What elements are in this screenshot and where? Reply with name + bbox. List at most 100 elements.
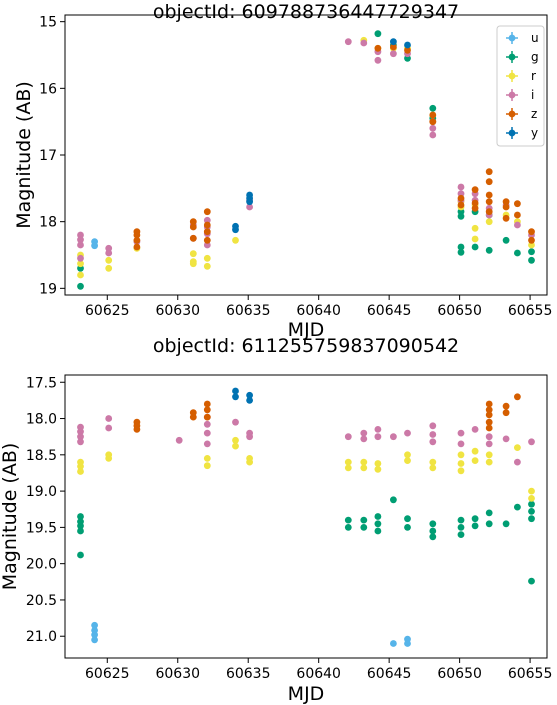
chart-1-point-r-19 (429, 458, 437, 466)
chart-1-point-i-2 (77, 433, 84, 441)
chart-1-point-z-9 (485, 406, 493, 414)
chart-1-point-g-9 (374, 513, 382, 520)
chart-1-point-g-13 (404, 515, 411, 523)
chart-0-xtick-label-0: 60625 (85, 303, 130, 319)
chart-0-legend-marker-r (508, 72, 516, 80)
chart-1-ytick-label-1: 18.0 (26, 412, 57, 428)
chart-0-point-z-25 (485, 208, 493, 216)
chart-1-point-g-4 (77, 551, 84, 559)
chart-1-point-z-6 (203, 406, 211, 414)
chart-0-point-g-17 (528, 248, 535, 256)
chart-0-point-r-10 (203, 262, 211, 270)
chart-1-xtick-label-6: 60655 (508, 666, 553, 682)
chart-1-point-i-11 (232, 418, 239, 426)
chart-1-point-g-16 (429, 527, 437, 535)
chart-1-xtick-label-0: 60625 (85, 666, 130, 682)
chart-0-point-g-14 (485, 246, 493, 254)
chart-1-point-g-19 (457, 524, 465, 531)
chart-1-point-i-20 (404, 429, 411, 437)
chart-1-point-r-27 (485, 458, 493, 466)
chart-0-point-z-29 (514, 200, 521, 208)
chart-1-point-g-15 (429, 520, 437, 528)
chart-0-point-r-26 (528, 241, 535, 249)
chart-1-point-u-6 (404, 640, 411, 647)
chart-0-point-i-0 (77, 231, 84, 239)
chart-1-xtick-label-1: 60630 (155, 666, 200, 682)
chart-1-point-g-22 (471, 522, 479, 530)
chart-0-point-u-1 (91, 242, 98, 250)
chart-1-point-r-8 (232, 442, 239, 450)
chart-0-legend-marker-g (508, 53, 516, 61)
chart-0-ytick-label-0: 15 (39, 15, 57, 31)
chart-0-point-z-12 (390, 43, 397, 51)
chart-1-point-r-30 (528, 495, 535, 502)
chart-0-legend-marker-y (508, 129, 516, 137)
chart-1-point-g-23 (485, 509, 493, 517)
chart-1-point-g-27 (528, 500, 535, 508)
chart-1-point-r-15 (374, 460, 382, 467)
chart-0-xtick-label-6: 60655 (508, 303, 553, 319)
chart-1-point-r-18 (404, 457, 411, 464)
chart-1-point-z-4 (189, 413, 197, 421)
chart-0-point-y-4 (246, 198, 254, 206)
chart-0-ylabel: Magnitude (AB) (13, 81, 35, 229)
chart-1-point-i-26 (471, 426, 479, 433)
chart-0-point-i-14 (246, 203, 254, 211)
chart-0-point-z-7 (203, 208, 211, 216)
chart-0-point-g-2 (374, 30, 382, 38)
chart-1-point-i-13 (246, 433, 254, 441)
chart-0-point-z-27 (502, 203, 510, 211)
chart-0-point-r-4 (105, 264, 113, 272)
chart-1-point-r-11 (344, 458, 352, 466)
chart-0-point-z-4 (189, 218, 197, 226)
chart-0-point-z-6 (189, 234, 197, 242)
chart-1-point-i-30 (514, 458, 521, 466)
chart-0-point-z-20 (471, 204, 479, 212)
chart-0-point-g-5 (429, 104, 437, 112)
chart-0-legend-marker-i (508, 91, 516, 99)
chart-0-point-y-6 (404, 41, 411, 49)
chart-1-point-z-5 (203, 400, 211, 408)
chart-1-point-i-25 (457, 440, 465, 448)
chart-1-point-g-10 (374, 520, 382, 528)
chart-1-ytick-label-0: 17.5 (26, 375, 57, 391)
chart-0-point-g-0 (77, 282, 84, 290)
chart-1-point-r-29 (528, 487, 535, 495)
chart-1-point-g-30 (528, 577, 535, 585)
chart-1-point-i-6 (175, 436, 183, 444)
chart-1-point-g-20 (457, 531, 465, 538)
chart-0-point-z-31 (528, 228, 535, 236)
chart-1-point-u-4 (390, 640, 397, 647)
chart-1-title: objectId: 611255759837090542 (153, 335, 459, 357)
chart-0-point-g-16 (514, 249, 521, 257)
chart-0-legend-marker-u (508, 34, 516, 42)
chart-1-point-r-16 (374, 465, 382, 473)
chart-1-point-i-5 (105, 424, 113, 432)
chart-0-legend-label-r: r (531, 69, 536, 83)
chart-0-point-z-19 (471, 199, 479, 207)
chart-0-xtick-label-5: 60650 (437, 303, 482, 319)
chart-0-xtick-label-2: 60635 (226, 303, 271, 319)
chart-0-point-z-28 (502, 214, 510, 222)
chart-0-point-i-24 (457, 183, 465, 191)
chart-1-point-r-22 (457, 460, 465, 467)
chart-1-point-y-2 (246, 391, 254, 399)
chart-0-legend-label-g: g (531, 50, 539, 64)
chart-1-point-y-1 (232, 393, 239, 401)
chart-0-point-i-32 (514, 221, 521, 229)
chart-0-ytick-label-3: 18 (39, 215, 57, 231)
chart-1-point-g-7 (360, 516, 368, 524)
chart-1-point-z-11 (485, 418, 493, 426)
chart-1-point-z-7 (203, 413, 211, 421)
chart-1-point-i-16 (360, 435, 368, 443)
chart-1-point-r-24 (471, 447, 479, 455)
chart-0-point-r-6 (189, 250, 197, 258)
chart-0-legend (496, 25, 545, 147)
chart-0-point-z-1 (133, 231, 141, 239)
chart-0-point-r-21 (471, 224, 479, 232)
chart-1-point-r-13 (360, 458, 368, 466)
chart-0-ytick-label-2: 17 (39, 148, 57, 164)
chart-1-point-i-9 (203, 429, 211, 437)
chart-1-point-i-8 (203, 420, 211, 428)
chart-1-point-g-3 (77, 527, 84, 535)
